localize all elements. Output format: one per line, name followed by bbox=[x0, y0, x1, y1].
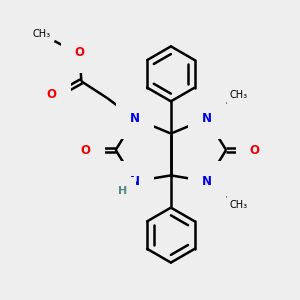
Text: O: O bbox=[250, 143, 260, 157]
Text: N: N bbox=[130, 175, 140, 188]
Text: O: O bbox=[75, 46, 85, 59]
Text: CH₃: CH₃ bbox=[230, 90, 248, 100]
Text: O: O bbox=[81, 143, 91, 157]
Text: CH₃: CH₃ bbox=[33, 28, 51, 39]
Text: O: O bbox=[46, 88, 56, 101]
Text: H: H bbox=[118, 186, 127, 196]
Text: N: N bbox=[202, 112, 212, 125]
Text: N: N bbox=[130, 112, 140, 125]
Text: CH₃: CH₃ bbox=[230, 200, 248, 210]
Text: N: N bbox=[202, 175, 212, 188]
